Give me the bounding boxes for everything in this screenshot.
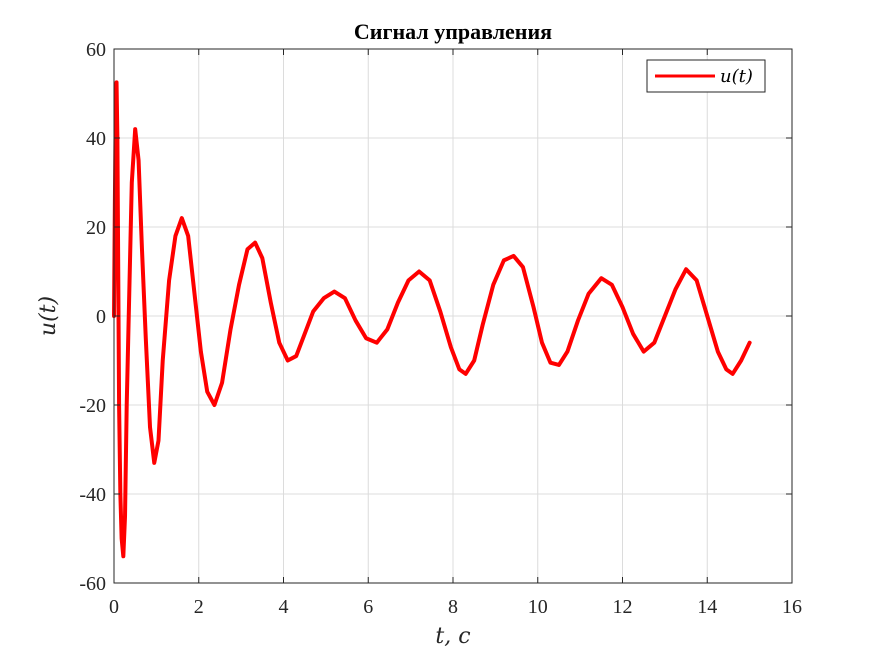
- y-axis-label: u(t): [36, 296, 61, 336]
- x-tick-label: 2: [194, 596, 204, 618]
- chart-title: Сигнал управления: [354, 19, 552, 44]
- x-tick-label: 0: [109, 596, 119, 618]
- y-tick-label: -60: [79, 573, 106, 595]
- x-tick-label: 16: [782, 596, 802, 618]
- legend-label-u: u(t): [720, 66, 753, 87]
- y-tick-label: 60: [86, 39, 106, 61]
- tick-labels: 0 2 4 6 8 10 12 14 16 -60 -40 -20 0 20 40 60: [79, 39, 802, 618]
- series-layer: [112, 80, 752, 559]
- series-line-u: [112, 80, 752, 559]
- x-axis-label: t, c: [435, 624, 470, 649]
- ticks: [113, 48, 793, 584]
- x-tick-label: 14: [697, 596, 717, 618]
- x-tick-label: 12: [613, 596, 633, 618]
- y-tick-label: -20: [79, 395, 106, 417]
- x-tick-label: 4: [279, 596, 289, 618]
- x-tick-label: 10: [528, 596, 548, 618]
- x-tick-label: 8: [448, 596, 458, 618]
- y-tick-label: 0: [96, 306, 106, 328]
- y-tick-label: 20: [86, 217, 106, 239]
- y-tick-label: -40: [79, 484, 106, 506]
- x-tick-label: 6: [363, 596, 373, 618]
- legend: u(t): [646, 59, 766, 93]
- y-tick-label: 40: [86, 128, 106, 150]
